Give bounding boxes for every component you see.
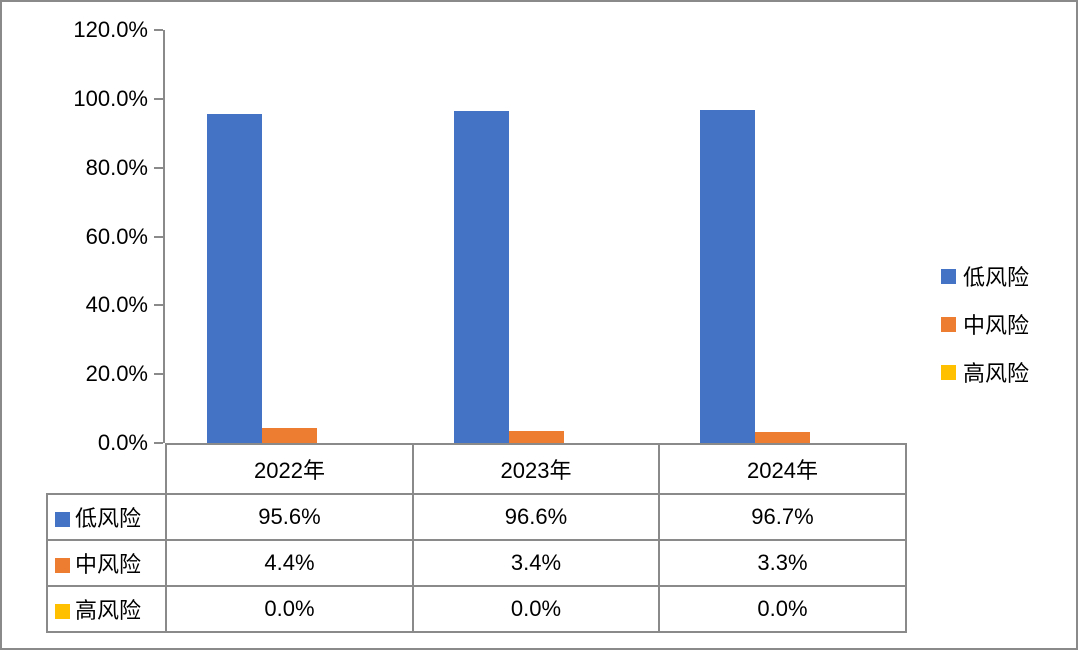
table-row-high-risk: 高风险 0.0% 0.0% 0.0%	[46, 585, 907, 633]
y-axis-tick-label: 40.0%	[85, 292, 148, 318]
y-axis-tick-label: 120.0%	[73, 17, 148, 42]
y-axis-tick-mark	[154, 97, 163, 100]
table-value-cell: 95.6%	[165, 493, 414, 541]
table-value-cell: 3.3%	[658, 539, 907, 587]
table-row-label: 高风险	[46, 585, 167, 633]
table-value-cell: 3.4%	[412, 539, 660, 587]
y-axis-tick-label: 0.0%	[97, 430, 148, 455]
legend-item-low-risk: 低风险	[941, 263, 1030, 290]
chart-data-table: 2022年 2023年 2024年 低风险 95.6% 96.6% 96.7% 中风险 4.4%…	[46, 443, 907, 633]
bar-medium-risk-2024	[755, 431, 811, 443]
bar-low-risk-2024	[700, 110, 756, 443]
legend-label: 高风险	[963, 361, 1030, 386]
bar-medium-risk-2022	[262, 427, 317, 443]
table-header-cell: 2024年	[658, 443, 907, 495]
legend-item-high-risk: 高风险	[941, 359, 1030, 386]
table-value-cell: 4.4%	[165, 539, 414, 587]
table-value-cell: 0.0%	[165, 585, 414, 633]
y-axis-tick-label: 60.0%	[85, 223, 148, 249]
legend-swatch-icon-low-risk	[941, 268, 956, 284]
bar-low-risk-2022	[207, 113, 262, 443]
chart-legend: 低风险 中风险 高风险	[941, 263, 1029, 407]
y-axis-tick-label: 100.0%	[73, 85, 148, 111]
legend-label: 中风险	[963, 313, 1030, 338]
y-axis-tick-mark	[154, 373, 163, 376]
y-axis-tick-label: 20.0%	[85, 361, 148, 387]
bar-medium-risk-2023	[508, 431, 564, 443]
y-axis-tick-mark	[154, 442, 163, 444]
table-row-low-risk: 低风险 95.6% 96.6% 96.7%	[46, 493, 907, 541]
y-axis-tick-mark	[154, 304, 163, 307]
table-header-cell: 2022年	[165, 443, 414, 495]
legend-swatch-icon-medium-risk	[941, 316, 956, 332]
table-value-cell: 96.7%	[658, 493, 907, 541]
y-axis-line	[163, 30, 165, 443]
table-row-label: 中风险	[46, 539, 167, 587]
table-header-row: 2022年 2023年 2024年	[47, 443, 907, 495]
table-value-cell: 96.6%	[412, 493, 660, 541]
y-axis-tick-mark	[154, 235, 163, 238]
table-series-swatch-icon	[55, 512, 70, 527]
table-value-cell: 0.0%	[658, 585, 907, 633]
table-series-swatch-icon	[55, 558, 70, 573]
legend-item-medium-risk: 中风险	[941, 311, 1030, 338]
legend-label: 低风险	[963, 265, 1030, 290]
y-axis-tick-mark	[154, 166, 163, 169]
table-header-cell: 2023年	[412, 443, 660, 495]
y-axis-tick-label: 80.0%	[85, 154, 148, 180]
table-row-medium-risk: 中风险 4.4% 3.4% 3.3%	[46, 539, 907, 587]
table-row-label: 低风险	[46, 493, 167, 541]
table-value-cell: 0.0%	[412, 585, 660, 633]
table-series-swatch-icon	[55, 604, 70, 619]
y-axis-tick-mark	[154, 29, 163, 31]
legend-swatch-icon-high-risk	[941, 364, 956, 380]
bar-low-risk-2023	[453, 110, 509, 443]
